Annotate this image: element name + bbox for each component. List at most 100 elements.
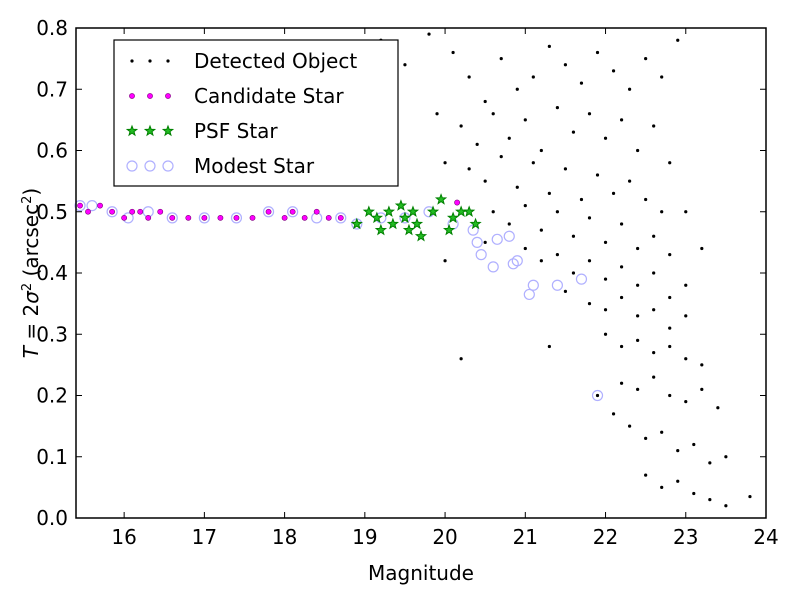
modest-star-point [491,233,503,245]
candidate-star-point [281,214,288,221]
candidate-star-point [77,202,83,209]
detected-object-point [587,259,592,263]
detected-object-point [427,32,431,36]
psf-star-point [426,205,440,217]
psf-star-point [442,223,456,236]
detected-object-point [475,142,479,146]
detected-object-point [555,106,559,110]
detected-object-point [652,351,656,355]
candidate-star-point [97,202,103,209]
detected-object-point [515,185,519,189]
detected-object-point [467,167,471,171]
modest-star-point [527,279,539,291]
detected-object-point [644,197,648,202]
modest-star-point [335,212,347,224]
candidate-star-point [85,208,91,215]
detected-object-point [467,75,471,79]
detected-object-point [443,259,447,263]
modest-star-point [591,389,604,402]
y-label-sup: 2 [20,283,35,291]
detected-object-point [628,87,632,91]
candidate-star-point [145,214,152,221]
psf-star-point [406,205,420,217]
detected-object-point [708,498,712,502]
detected-object-point [579,197,584,202]
modest-star-point [198,212,210,224]
detected-object-point [507,222,511,226]
legend-candidate-star-marker [165,93,171,99]
detected-object-point [619,295,624,300]
detected-object-point [700,387,704,391]
detected-object-point [668,253,672,257]
detected-object-point [644,436,648,440]
detected-object-point [619,222,624,226]
detected-object-point [652,234,656,238]
candidate-star-point [109,208,116,215]
detected-object-point [636,148,640,153]
detected-object-point [587,216,592,220]
detected-object-point [636,338,640,342]
candidate-star-point [157,208,164,215]
detected-object-point [636,314,640,318]
modest-star-point [503,230,515,242]
detected-object-point [611,412,616,416]
detected-object-point [523,204,527,208]
y-tick-label: 0.0 [36,506,68,530]
detected-object-point [595,50,600,55]
y-label-unit-sup: 2 [20,196,35,204]
x-tick-label: 24 [753,525,778,549]
x-tick-label: 20 [432,525,457,549]
psf-star-point [362,205,375,217]
detected-object-point [563,289,568,293]
y-tick-label: 0.1 [36,445,68,469]
psf-star-point [374,223,388,236]
psf-star-point [455,205,468,217]
legend-detected-object-label: Detected Object [194,49,357,73]
psf-star-point [398,211,412,224]
candidate-star-point [249,214,256,221]
detected-object-point [587,112,592,116]
legend-box [113,39,399,187]
modest-star-point [551,279,563,291]
psf-star-point [446,211,460,224]
detected-object-point [539,228,543,232]
ticks-layer: 16 17 18 19 20 21 22 23 24 0.0 0.1 0.2 0.3 0.4 0.5 0.6 0… [36,16,779,549]
y-tick-label: 0.3 [36,322,68,346]
detected-object-point [587,302,592,306]
y-tick-label: 0.5 [36,200,68,224]
detected-object-point [660,75,664,79]
psf-star-point [382,205,396,217]
detected-object-point [716,406,720,410]
detected-object-point [547,44,551,48]
x-axis-label: Magnitude [368,561,474,585]
detected-object-point [483,179,487,183]
detected-object-point [684,357,688,361]
legend-candidate-star-label: Candidate Star [194,84,344,108]
detected-object-point [684,210,688,214]
detected-object-point [571,271,576,275]
points-layer [74,32,752,508]
legend-detected-object-marker [130,59,134,63]
detected-object-point [483,240,487,244]
detected-object-point [668,326,672,330]
candidate-star-point [289,208,296,215]
x-tick-label: 22 [593,525,618,549]
legend-entries: Detected Object Candidate Star PSF Star Mod… [125,49,357,178]
psf-star-point [394,199,408,211]
legend-psf-star-marker [143,124,157,137]
legend-candidate-star-marker [147,93,153,99]
detected-object-point [491,112,495,116]
x-tick-label: 19 [352,525,377,549]
detected-object-point [491,210,495,214]
modest-star-point [262,206,275,218]
detected-object-point [652,124,656,128]
x-tick-label: 21 [513,525,538,549]
detected-object-point [644,57,648,61]
detected-object-point [435,112,439,116]
psf-star-point [469,217,482,230]
detected-object-point [571,234,576,238]
legend: Detected Object Candidate Star PSF Star Mod… [113,39,399,187]
candidate-star-point [121,214,128,221]
detected-object-point [660,210,664,214]
